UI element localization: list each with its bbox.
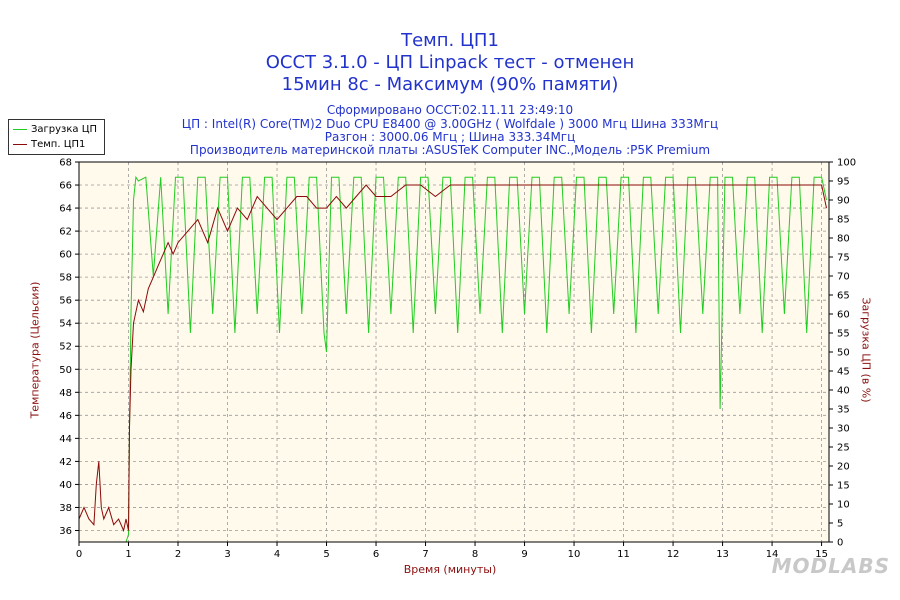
y2-tick-label: 95 xyxy=(837,177,850,188)
series-line-0 xyxy=(79,175,827,543)
y2-tick-label: 50 xyxy=(837,348,850,359)
legend-label-load: Загрузка ЦП xyxy=(31,123,98,135)
y-tick-label: 68 xyxy=(59,158,72,169)
y2-tick-label: 35 xyxy=(837,405,850,416)
x-tick-label: 1 xyxy=(125,549,131,560)
y-tick-label: 66 xyxy=(59,181,72,192)
series-line-1 xyxy=(78,184,827,533)
y-tick-label: 62 xyxy=(59,227,72,238)
chart-info-2: ЦП : Intel(R) Core(TM)2 Duo CPU E8400 @ … xyxy=(181,117,719,131)
y-tick-label: 38 xyxy=(59,503,72,514)
y2-tick-label: 100 xyxy=(837,158,856,169)
x-tick-label: 5 xyxy=(323,549,329,560)
y-axis-title: Температура (Цельсия) xyxy=(28,281,42,419)
y2-tick-label: 30 xyxy=(837,424,850,435)
y-tick-label: 40 xyxy=(59,480,72,491)
y2-tick-label: 55 xyxy=(837,329,850,340)
y2-tick-label: 80 xyxy=(837,234,850,245)
y-tick-label: 36 xyxy=(59,526,72,537)
y-tick-label: 42 xyxy=(59,457,72,468)
chart-info-4: Производитель материнской платы :ASUSTeK… xyxy=(189,143,711,157)
y2-tick-label: 5 xyxy=(837,519,843,530)
x-tick-label: 12 xyxy=(667,549,680,560)
x-tick-label: 9 xyxy=(521,549,527,560)
legend-item-temp: Темп. ЦП1 xyxy=(13,137,85,151)
y2-tick-label: 20 xyxy=(837,462,850,473)
x-tick-label: 2 xyxy=(175,549,181,560)
x-tick-label: 13 xyxy=(716,549,729,560)
y-tick-label: 58 xyxy=(59,273,72,284)
y2-tick-label: 15 xyxy=(837,481,850,492)
y-tick-label: 56 xyxy=(59,296,72,307)
chart-info-3: Разгон : 3000.06 Мгц ; Шина 333.34Мгц xyxy=(324,130,576,144)
x-tick-label: 7 xyxy=(422,549,428,560)
legend-label-temp: Темп. ЦП1 xyxy=(31,138,86,150)
legend-item-load: Загрузка ЦП xyxy=(13,122,97,136)
chart-title-1: Темп. ЦП1 xyxy=(401,30,499,51)
legend-swatch-load xyxy=(13,128,27,130)
y-tick-label: 50 xyxy=(59,365,72,376)
y-tick-label: 44 xyxy=(59,434,72,445)
x-tick-label: 11 xyxy=(617,549,630,560)
x-tick-label: 3 xyxy=(224,549,230,560)
y2-tick-label: 60 xyxy=(837,310,850,321)
series-layer xyxy=(78,175,827,543)
y-tick-label: 54 xyxy=(59,319,72,330)
legend: Загрузка ЦП Темп. ЦП1 xyxy=(8,119,105,155)
y-tick-label: 60 xyxy=(59,250,72,261)
x-tick-label: 4 xyxy=(274,549,280,560)
chart-info-1: Сформировано OCCT:02.11.11 23:49:10 xyxy=(326,103,574,117)
y2-tick-label: 25 xyxy=(837,443,850,454)
x-tick-label: 10 xyxy=(568,549,581,560)
x-tick-label: 14 xyxy=(766,549,779,560)
y2-tick-label: 10 xyxy=(837,500,850,511)
x-tick-label: 15 xyxy=(815,549,828,560)
y2-tick-label: 65 xyxy=(837,291,850,302)
x-tick-label: 6 xyxy=(373,549,379,560)
y-tick-label: 52 xyxy=(59,342,72,353)
x-tick-label: 8 xyxy=(472,549,478,560)
x-tick-label: 0 xyxy=(76,549,82,560)
y2-tick-label: 0 xyxy=(837,538,843,549)
y2-tick-label: 40 xyxy=(837,386,850,397)
y-tick-label: 46 xyxy=(59,411,72,422)
y2-tick-label: 75 xyxy=(837,253,850,264)
y2-tick-label: 45 xyxy=(837,367,850,378)
y-tick-label: 48 xyxy=(59,388,72,399)
y-tick-label: 64 xyxy=(59,204,72,215)
axes: 0 1 2 3 4 5 6 7 8 9 10 11 12 13 14 15363840424446485052… xyxy=(59,158,856,561)
chart-title-3: 15мин 8с - Максимум (90% памяти) xyxy=(281,74,619,95)
y2-tick-label: 70 xyxy=(837,272,850,283)
x-axis-title: Время (минуты) xyxy=(403,563,497,576)
y2-axis-title: Загрузка ЦП (в %) xyxy=(859,297,873,403)
y2-tick-label: 85 xyxy=(837,215,850,226)
plot-area xyxy=(79,162,829,542)
legend-swatch-temp xyxy=(13,143,27,145)
y2-tick-label: 90 xyxy=(837,196,850,207)
watermark-logo: MODLABS xyxy=(771,554,890,578)
chart-title-2: OCCT 3.1.0 - ЦП Linpack тест - отменен xyxy=(265,52,635,73)
